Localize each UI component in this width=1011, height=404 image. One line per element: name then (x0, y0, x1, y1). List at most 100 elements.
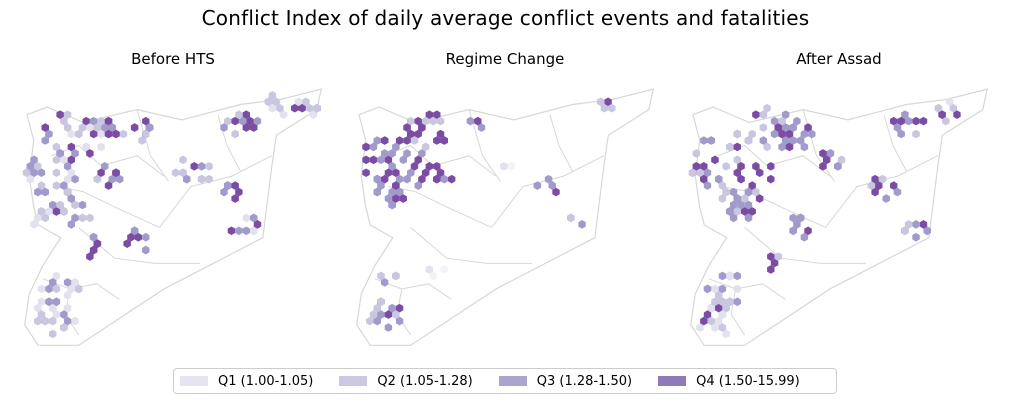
hex-cell-q4 (242, 123, 250, 132)
hex-cell-q3 (703, 168, 712, 177)
hex-cell-q2 (901, 226, 909, 236)
chart-title: Conflict Index of daily average conflict… (201, 6, 810, 30)
hex-cell-q4 (127, 232, 135, 242)
hex-cell-q4 (298, 103, 306, 113)
hex-cell-q4 (104, 129, 113, 139)
hex-cell-q1 (726, 271, 734, 281)
hex-cell-q4 (804, 123, 812, 132)
hex-cell-q1 (733, 284, 741, 294)
hex-cell-q1 (34, 303, 42, 313)
hex-cell-q3 (71, 213, 79, 223)
hex-cell-q4 (785, 129, 794, 139)
hex-cell-q3 (56, 149, 64, 158)
hex-cell-q3 (45, 284, 53, 294)
hex-cell-q3 (235, 226, 243, 236)
hex-cell-q3 (250, 213, 258, 223)
hex-cell-q4 (552, 187, 560, 197)
hex-cell-q3 (715, 174, 723, 184)
hex-cell-q3 (63, 316, 72, 326)
hex-cell-q3 (729, 200, 738, 210)
hex-cell-q2 (93, 174, 102, 184)
hex-cell-q1 (268, 103, 277, 113)
hex-cell-q1 (63, 291, 72, 300)
hex-cell-q4 (912, 116, 920, 126)
hex-cell-q4 (433, 174, 441, 184)
hex-cell-q4 (897, 116, 905, 126)
legend-label: Q1 (1.00-1.05) (218, 373, 314, 389)
hex-cell-q4 (700, 174, 708, 184)
hex-cell-q1 (711, 323, 719, 332)
hex-cell-q4 (767, 252, 775, 261)
hex-cell-q2 (774, 252, 782, 261)
panel-title: Regime Change (445, 50, 565, 68)
hex-cell-q2 (224, 116, 232, 126)
hex-cell-q3 (377, 310, 385, 319)
hex-cell-q2 (726, 142, 734, 152)
hex-cell-q4 (86, 149, 94, 158)
hex-cell-q3 (808, 129, 816, 139)
hex-cell-q3 (130, 226, 139, 236)
hex-cell-q4 (381, 174, 389, 184)
hex-cell-q3 (793, 220, 801, 229)
hex-cell-q2 (276, 103, 284, 113)
hex-cell-q1 (63, 303, 72, 313)
hex-cell-q1 (279, 110, 288, 119)
hex-cell-q4 (362, 142, 370, 152)
hex-cell-q2 (56, 200, 64, 210)
hex-cell-q2 (744, 136, 753, 145)
panel-title: After Assad (796, 50, 882, 68)
hex-cell-q2 (37, 181, 46, 190)
hex-cell-q3 (744, 200, 753, 210)
hex-cell-q1 (82, 142, 90, 152)
hex-cell-q4 (52, 207, 61, 216)
hex-cell-q2 (305, 103, 314, 113)
hex-cell-q2 (392, 271, 400, 281)
hex-cell-q2 (93, 123, 102, 132)
hex-cell-q3 (34, 187, 42, 197)
hex-cell-q2 (718, 297, 727, 307)
hex-cell-q1 (86, 123, 94, 132)
hex-cell-q4 (737, 162, 745, 171)
hex-cell-q3 (384, 194, 393, 203)
hex-cell-q3 (466, 116, 475, 126)
hex-cell-q3 (703, 284, 712, 294)
hex-cell-q2 (78, 213, 87, 223)
hex-cell-q2 (942, 116, 950, 126)
hex-cell-q4 (112, 168, 120, 177)
hex-cell-q1 (309, 110, 318, 119)
hex-cell-q3 (770, 129, 779, 139)
hex-cell-q3 (89, 232, 98, 242)
hex-cell-q3 (388, 200, 396, 210)
hex-cell-q1 (67, 168, 75, 177)
hex-cell-q4 (253, 220, 262, 229)
hex-cell-q3 (700, 136, 708, 145)
syria-hex-map (356, 88, 655, 346)
governorate-border (708, 278, 786, 300)
hex-cell-q2 (722, 187, 730, 197)
hex-cell-q4 (733, 142, 741, 152)
hex-cell-q2 (78, 123, 87, 132)
hex-cell-q4 (819, 162, 827, 171)
hex-cell-q3 (392, 142, 400, 152)
hex-cell-q2 (63, 123, 72, 132)
hex-cell-q2 (410, 136, 419, 145)
hex-cell-q2 (34, 162, 42, 171)
hex-cell-q4 (700, 316, 708, 326)
hex-cell-q2 (778, 116, 786, 126)
hex-cell-q0 (440, 265, 448, 274)
hex-cell-q3 (67, 220, 75, 229)
hex-cell-q2 (205, 174, 213, 184)
hex-cell-q3 (800, 232, 809, 242)
hex-cell-q3 (63, 278, 72, 287)
hex-cell-q4 (785, 142, 794, 152)
hex-cell-q2 (707, 316, 715, 326)
hex-cell-q4 (418, 123, 426, 132)
hex-cell-q4 (384, 168, 393, 177)
hex-cell-q4 (381, 136, 389, 145)
hex-cell-q3 (770, 116, 779, 126)
hex-cell-q2 (272, 97, 280, 107)
hex-cell-q1 (97, 129, 105, 139)
hex-cell-q3 (224, 181, 232, 190)
hex-cell-q4 (425, 162, 434, 171)
hex-cell-q3 (52, 297, 61, 307)
